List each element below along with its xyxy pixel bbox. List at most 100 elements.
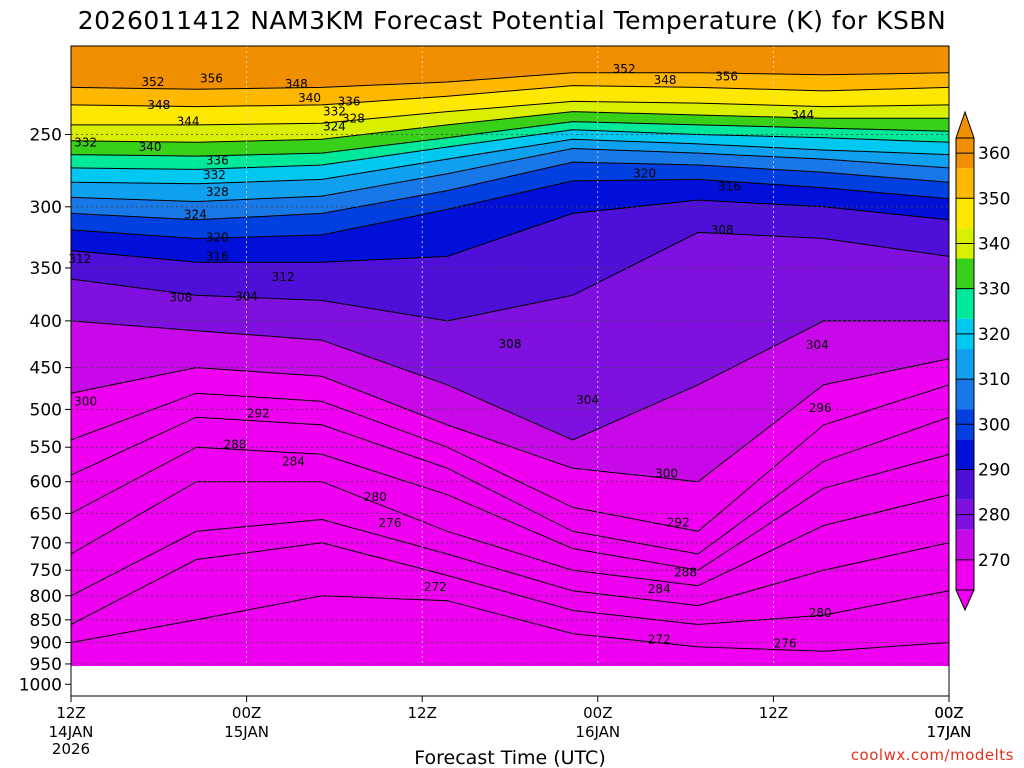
contour-label-text: 356 bbox=[200, 71, 223, 85]
colorbar-label: 300 bbox=[978, 415, 1010, 435]
x-tick-date: 17JAN bbox=[927, 723, 972, 741]
contour-band bbox=[71, 101, 949, 143]
contour-label: 292 bbox=[247, 406, 270, 420]
colorbar-swatch bbox=[956, 198, 974, 229]
contour-label: 288 bbox=[223, 437, 246, 451]
colorbar-label: 340 bbox=[978, 234, 1010, 254]
contour-band bbox=[71, 542, 949, 652]
contour-band bbox=[71, 384, 949, 554]
contour-label-text: 292 bbox=[247, 406, 270, 420]
colorbar-top-arrow bbox=[955, 110, 975, 139]
contour-line bbox=[71, 542, 949, 626]
y-axis: 2503003504004505005506006507007508008509… bbox=[19, 125, 71, 695]
contour-label: 328 bbox=[206, 185, 229, 199]
contour-line bbox=[71, 100, 949, 126]
colorbar-swatch bbox=[956, 258, 974, 289]
colorbar-swatch bbox=[956, 168, 974, 199]
x-tick-label: 00Z bbox=[934, 704, 963, 722]
contour-line bbox=[71, 147, 949, 203]
contour-label-text: 356 bbox=[715, 70, 738, 84]
contour-label-text: 292 bbox=[667, 515, 690, 529]
y-tick-label: 250 bbox=[30, 125, 62, 145]
contour-label: 332 bbox=[74, 135, 97, 149]
contour-band bbox=[71, 72, 949, 107]
contour-label-text: 276 bbox=[379, 516, 402, 530]
contour-label: 280 bbox=[364, 490, 387, 504]
contour-label: 348 bbox=[285, 77, 308, 91]
contour-label: 284 bbox=[648, 582, 671, 596]
y-tick-label: 1000 bbox=[19, 675, 62, 695]
contour-label: 308 bbox=[711, 223, 734, 237]
contour-band bbox=[71, 447, 949, 586]
x-tick-date: 17JAN bbox=[927, 723, 972, 741]
contour-band bbox=[71, 129, 949, 184]
contour-label: 332 bbox=[203, 168, 226, 182]
contour-label-text: 320 bbox=[206, 230, 229, 244]
contour-band bbox=[71, 417, 949, 571]
contour-line bbox=[71, 358, 949, 483]
contour-label-text: 316 bbox=[206, 249, 229, 263]
colorbar-label: 330 bbox=[978, 280, 1010, 300]
contour-label-text: 332 bbox=[323, 105, 346, 119]
x-tick-label: 00Z bbox=[232, 704, 261, 722]
contour-label: 300 bbox=[655, 467, 678, 481]
contour-label-text: 324 bbox=[184, 208, 207, 222]
contour-label-text: 288 bbox=[674, 565, 697, 579]
contour-label: 356 bbox=[200, 71, 223, 85]
contour-label: 316 bbox=[206, 249, 229, 263]
contour-label-text: 296 bbox=[809, 401, 832, 415]
contour-line bbox=[71, 518, 949, 607]
x-tick-label: 12Z bbox=[759, 704, 788, 722]
contour-line bbox=[71, 178, 949, 240]
contour-label-text: 312 bbox=[272, 270, 295, 284]
contour-label-text: 304 bbox=[806, 338, 829, 352]
contour-label: 344 bbox=[791, 108, 814, 122]
contour-label: 300 bbox=[74, 394, 97, 408]
contour-label: 356 bbox=[715, 70, 738, 84]
contour-label: 272 bbox=[424, 580, 447, 594]
contour-line bbox=[71, 595, 949, 652]
contour-label-text: 272 bbox=[648, 632, 671, 646]
contour-label: 340 bbox=[139, 140, 162, 154]
colorbar-label: 320 bbox=[978, 325, 1010, 345]
contour-label: 336 bbox=[206, 154, 229, 168]
y-tick-label: 400 bbox=[30, 312, 62, 332]
y-tick-label: 950 bbox=[30, 655, 62, 675]
colorbar-swatch bbox=[956, 529, 974, 560]
contour-label-text: 332 bbox=[203, 168, 226, 182]
contour-label-text: 336 bbox=[206, 154, 229, 168]
contour-label-text: 328 bbox=[206, 185, 229, 199]
contour-label: 344 bbox=[177, 115, 200, 129]
x-tick-label: 00Z bbox=[583, 704, 612, 722]
contour-label: 284 bbox=[282, 454, 305, 468]
contour-line bbox=[71, 121, 949, 157]
contour-label-text: 308 bbox=[169, 290, 192, 304]
contour-line bbox=[71, 320, 949, 441]
y-tick-label: 500 bbox=[30, 400, 62, 420]
contour-label: 352 bbox=[613, 62, 636, 76]
contour-band bbox=[71, 200, 949, 321]
contour-label: 336 bbox=[338, 94, 361, 108]
contour-label: 288 bbox=[674, 565, 697, 579]
contour-label-text: 352 bbox=[141, 75, 164, 89]
contour-label-text: 272 bbox=[424, 580, 447, 594]
contour-label-text: 348 bbox=[654, 73, 677, 87]
contour-label: 304 bbox=[576, 393, 599, 407]
x-tick-label: 00Z bbox=[934, 704, 963, 722]
y-tick-label: 650 bbox=[30, 504, 62, 524]
contour-label-text: 340 bbox=[139, 140, 162, 154]
contour-line bbox=[71, 384, 949, 532]
contour-label-text: 348 bbox=[147, 98, 170, 112]
contour-line bbox=[71, 111, 949, 143]
x-tick-label: 12Z bbox=[408, 704, 437, 722]
contour-label: 276 bbox=[774, 636, 797, 650]
colorbar-swatch bbox=[956, 348, 974, 380]
contour-label-text: 284 bbox=[648, 582, 671, 596]
contour-label-text: 280 bbox=[364, 490, 387, 504]
contour-label-text: 316 bbox=[718, 179, 741, 193]
contour-label: 316 bbox=[718, 179, 741, 193]
contour-label-text: 340 bbox=[298, 91, 321, 105]
y-tick-label: 750 bbox=[30, 561, 62, 581]
